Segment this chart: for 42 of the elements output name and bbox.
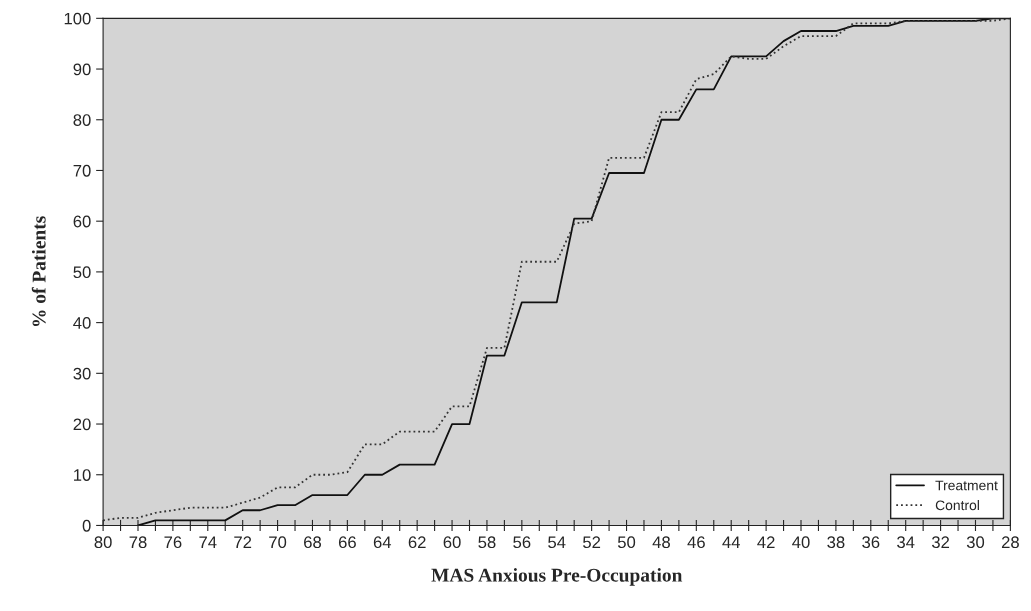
- x-tick-label: 62: [408, 536, 426, 549]
- x-tick-label: 44: [722, 536, 740, 548]
- y-tick-label: 40: [73, 317, 91, 329]
- x-tick-label: 58: [478, 536, 496, 549]
- x-tick-label: 48: [652, 536, 670, 549]
- x-tick-label: 72: [234, 536, 252, 548]
- x-tick-label: 60: [443, 536, 461, 549]
- x-tick-label: 50: [617, 536, 636, 549]
- y-axis-title: % of Patients: [31, 216, 46, 327]
- x-tick-label: 52: [583, 536, 601, 549]
- x-tick-label: 38: [827, 536, 845, 549]
- y-tick-label: 30: [73, 367, 91, 380]
- legend-label: Control: [935, 500, 979, 511]
- x-tick-label: 42: [757, 536, 775, 548]
- y-tick-label: 60: [73, 215, 91, 228]
- x-tick-label: 64: [373, 536, 392, 549]
- x-tick-label: 32: [931, 536, 950, 549]
- x-tick-label: 68: [304, 536, 322, 549]
- x-tick-label: 36: [862, 536, 880, 549]
- y-tick-label: 10: [74, 469, 91, 481]
- y-tick-label: 50: [73, 266, 91, 279]
- x-tick-label: 46: [687, 536, 705, 549]
- x-axis-title: MAS Anxious Pre-Occupation: [431, 568, 683, 586]
- x-tick-label: 30: [966, 536, 985, 549]
- y-tick-label: 90: [73, 63, 91, 76]
- y-tick-label: 80: [73, 114, 91, 126]
- x-tick-label: 40: [792, 536, 810, 549]
- y-tick-label: 20: [73, 418, 91, 431]
- x-tick-label: 56: [513, 536, 531, 549]
- x-tick-label: 34: [897, 536, 915, 549]
- x-tick-label: 74: [199, 536, 217, 548]
- legend-label: Treatment: [935, 480, 998, 491]
- x-tick-label: 66: [338, 536, 356, 549]
- x-tick-label: 76: [164, 536, 182, 549]
- x-tick-label: 28: [1001, 536, 1019, 549]
- y-tick-label: 0: [82, 519, 91, 532]
- x-tick-label: 80: [94, 536, 112, 549]
- y-tick-label: 70: [73, 164, 91, 177]
- x-tick-label: 78: [129, 536, 147, 549]
- y-tick-label: 100: [64, 12, 91, 25]
- x-tick-label: 70: [269, 536, 287, 549]
- x-tick-label: 54: [548, 536, 566, 549]
